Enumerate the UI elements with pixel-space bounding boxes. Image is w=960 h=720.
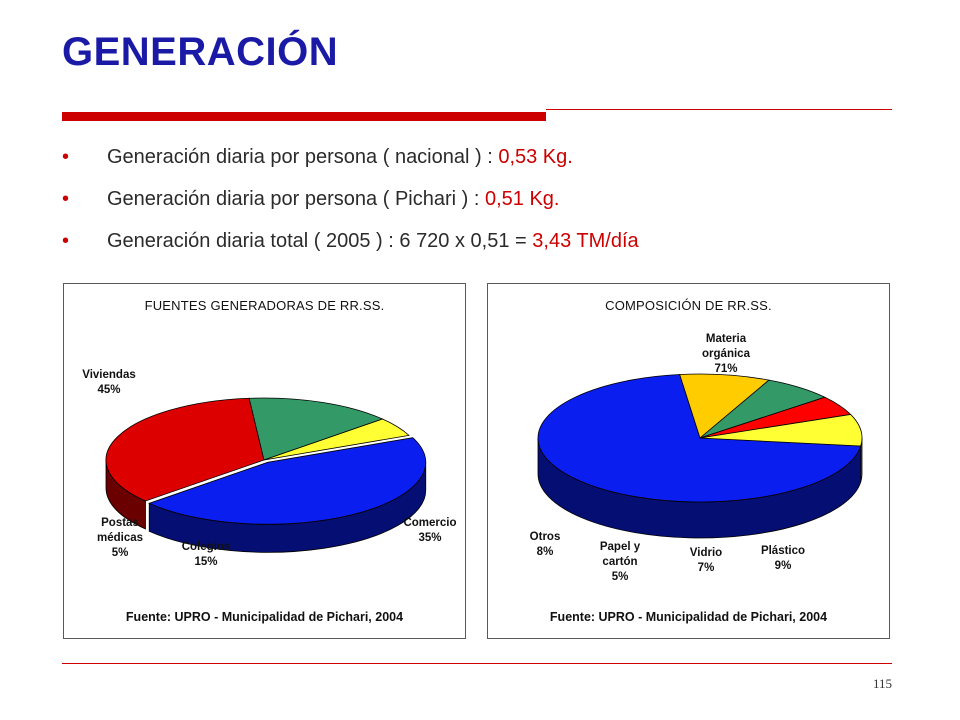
- pie-slice-materia-organica: [537, 374, 862, 503]
- bullet-list: • Generación diaria por persona ( nacion…: [62, 140, 912, 266]
- chart-title: FUENTES GENERADORAS DE RR.SS.: [144, 298, 385, 313]
- chart-source: Fuente: UPRO - Municipalidad de Pichari,…: [125, 610, 404, 624]
- chart-title: COMPOSICIÓN DE RR.SS.: [605, 298, 772, 313]
- bullet-dot: •: [62, 146, 70, 168]
- chart-source: Fuente: UPRO - Municipalidad de Pichari,…: [549, 610, 828, 624]
- pie-slice-plastico: [679, 373, 770, 439]
- bullet-item: • Generación diaria por persona ( nacion…: [62, 140, 912, 182]
- data-label-otros: Otros 8%: [529, 531, 561, 558]
- bullet-item: • Generación diaria total ( 2005 ) : 6 7…: [62, 224, 912, 266]
- data-label-vidrio: Vidrio 7%: [689, 547, 723, 574]
- chart-fuentes-generadoras: FUENTES GENERADORAS DE RR.SS. Fuente: UP…: [63, 283, 466, 639]
- data-label-plastico: Plástico 9%: [760, 545, 806, 572]
- pie-slice-viviendas: [148, 437, 427, 525]
- title-underline-thick: [62, 112, 546, 121]
- bullet-text: Generación diaria total ( 2005 ) : 6 720…: [107, 230, 639, 252]
- bullet-highlight: 0,51 Kg.: [484, 188, 560, 210]
- bullet-highlight: 3,43 TM/día: [532, 230, 639, 252]
- bullet-text: Generación diaria por persona ( nacional…: [107, 146, 573, 168]
- data-label-comercio: Comercio 35%: [403, 517, 457, 544]
- pie-chart-composicion: [537, 373, 863, 539]
- pie-slice-colegios: [248, 397, 384, 461]
- pie-slice-comercio: [105, 397, 265, 502]
- pie-chart-fuentes: [105, 397, 427, 553]
- pie-slice-postas-medicas: [263, 418, 410, 461]
- chart-composicion: COMPOSICIÓN DE RR.SS. Fuente: UPRO - Mun…: [487, 283, 890, 639]
- data-label-materia-organica: Materia orgánica 71%: [702, 333, 750, 375]
- page-title: GENERACIÓN: [62, 30, 339, 74]
- bullet-item: • Generación diaria por persona ( Pichar…: [62, 182, 912, 224]
- bullet-dot: •: [62, 230, 70, 252]
- data-label-papel-y-carton: Papel y cartón 5%: [599, 541, 641, 583]
- page-number: 115: [872, 676, 892, 691]
- pie-slice-otros: [699, 414, 863, 447]
- data-label-colegios: Colegios 15%: [181, 541, 231, 568]
- bullet-dot: •: [62, 188, 70, 210]
- data-label-viviendas: Viviendas 45%: [82, 369, 136, 396]
- title-underline-thin: [546, 109, 892, 110]
- footer-rule: [62, 663, 892, 664]
- bullet-highlight: 0,53 Kg.: [498, 146, 573, 168]
- data-label-postas-medicas: Postas médicas 5%: [96, 517, 144, 559]
- bullet-text: Generación diaria por persona ( Pichari …: [107, 188, 560, 210]
